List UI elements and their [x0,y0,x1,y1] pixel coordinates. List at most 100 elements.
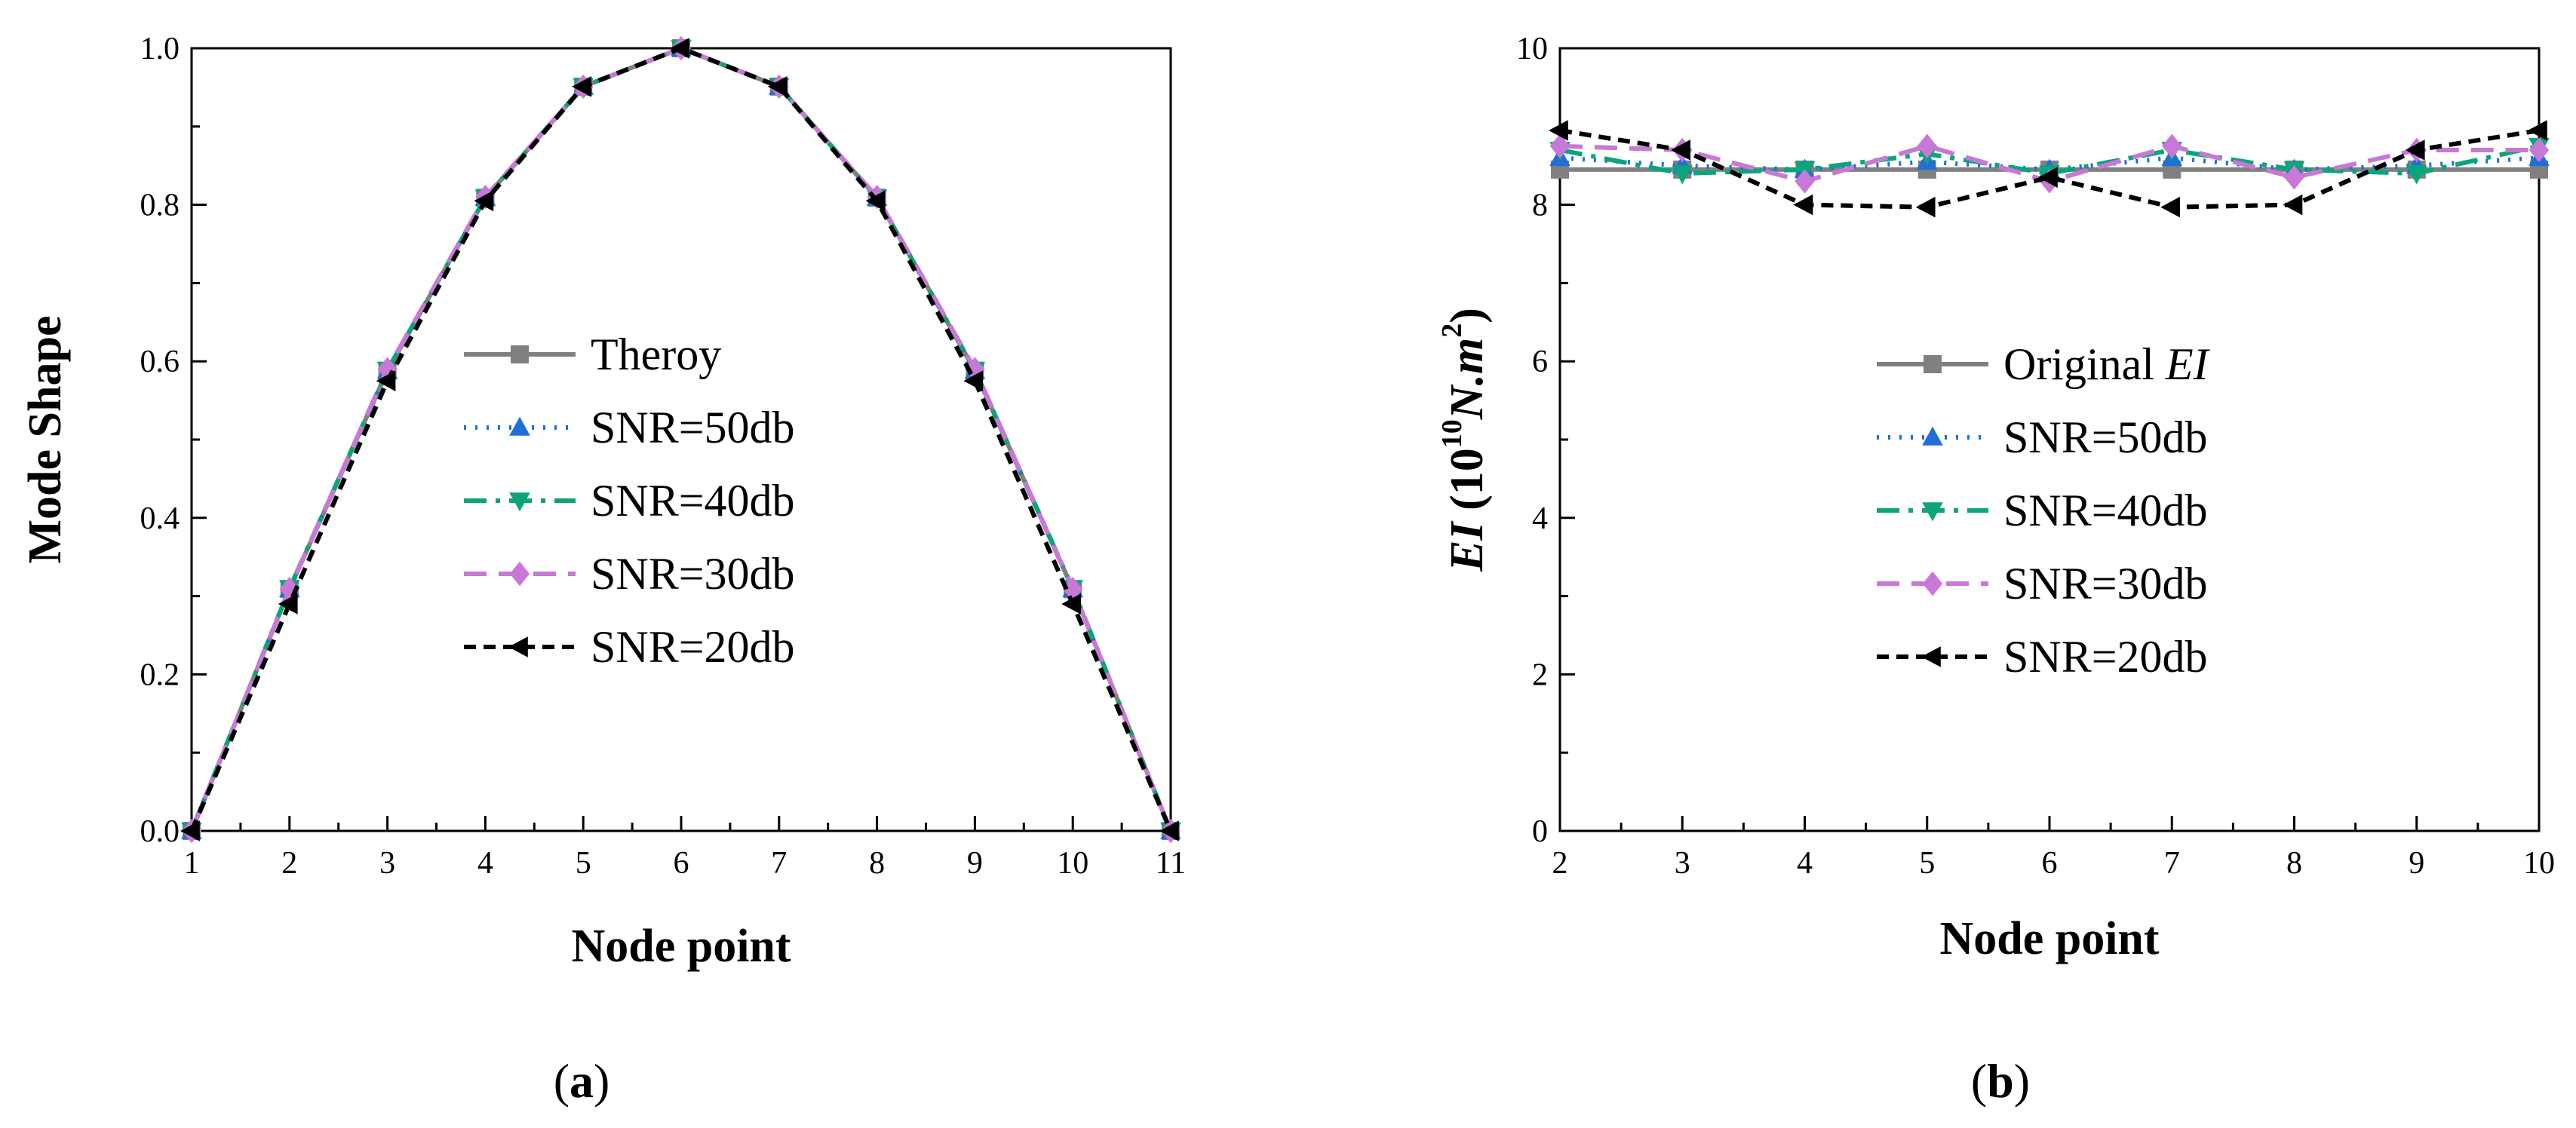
panel-a-series-snr-20db-point [865,190,886,212]
panel-b-x-tick-label: 6 [2042,846,2058,881]
panel-b-x-tick-label: 4 [1797,846,1813,881]
panel-b-y-tick-label: 2 [1532,657,1548,692]
panel-b-series-snr-30db-point [2528,137,2550,163]
panel-b-series [1549,120,2550,218]
panel-b-y-label-exp2: 2 [1436,323,1468,338]
panel-a-y-tick-label: 0.0 [140,814,180,849]
panel-a-x-tick-label: 5 [576,846,591,881]
panel-a-legend-snr-30db-marker [509,561,530,587]
panel-b-x-axis-label: Node point [1939,913,2159,964]
panel-b-y-label-base: (10 [1442,448,1493,510]
panel-b-legend-snr-20db-text: SNR=20db [2003,632,2208,682]
panel-a-legend-snr-20db-label: SNR=20db [591,622,795,672]
panel-a-ticks: 1 2 3 4 5 6 7 8 9 10 11 0.0 0.2 0.4 0.6 0.8 1.0 [140,32,1187,881]
panel-b-y-tick-label: 0 [1532,814,1548,849]
panel-a-y-tick-label: 1.0 [140,32,180,66]
panel-b-legend-original-marker [1924,355,1942,373]
panel-a-legend-snr-20db-marker [508,636,528,657]
panel-a-x-axis-label: Node point [571,921,791,972]
panel-b-legend-snr-20db-marker [1921,646,1941,667]
panel-a-legend-theroy-text: Theroy [591,330,721,379]
panel-b-y-label-close: ) [1442,308,1493,323]
panel-a-series-snr-20db-point [963,370,984,391]
panel-b-series-snr-30db-point [2284,165,2304,190]
panel-a-series-snr-20db-point [572,76,591,97]
panel-a-series [180,35,1181,844]
panel-a-legend-theroy-marker [511,345,529,363]
panel-a-series-snr-20db-point [474,190,494,212]
panel-a: 1 2 3 4 5 6 7 8 9 10 11 0.0 0.2 0.4 0.6 0.8 1.0 Theroy SN… [20,32,1186,1108]
panel-a-y-tick-label: 0.6 [140,345,180,379]
panel-a-y-tick-label: 0.4 [140,501,180,536]
panel-a-y-tick-label: 0.2 [140,657,180,692]
panel-a-legend-snr-50db-marker [509,416,530,436]
panel-b-legend-snr-40db-label: SNR=40db [2003,486,2208,535]
panel-a-legend-snr-50db-text: SNR=50db [591,403,795,452]
panel-a-legend-snr-30db-label: SNR=30db [591,549,795,599]
panel-b-x-tick-label: 2 [1552,846,1568,881]
panel-b-x-tick-label: 3 [1675,846,1690,881]
panel-a-x-tick-label: 3 [379,846,395,881]
panel-b-legend-original-label: Original EI [2003,339,2211,389]
panel-b-legend-snr-50db-label: SNR=50db [2003,412,2208,462]
panel-b-series-snr-20db-point [2528,120,2547,141]
panel-a-legend-snr-50db-label: SNR=50db [591,403,795,452]
panel-b-x-tick-label: 5 [1919,846,1935,881]
panel-a-x-tick-label: 1 [184,846,200,881]
panel-b-x-tick-label: 8 [2286,846,2302,881]
panel-b-legend-original-italic-text: EI [2165,339,2211,389]
panel-b-series-snr-30db-point [1917,133,1937,158]
panel-a-x-tick-label: 8 [869,846,885,881]
panel-a-series-snr-20db-point [180,820,200,841]
panel-b-y-tick-label: 4 [1532,501,1548,536]
panel-b-series-snr-20db-point [2160,196,2181,218]
panel-a-legend-snr-40db-marker [509,492,530,512]
panel-a-series-snr-30db-point [377,357,398,382]
panel-b-series-snr-20db-line [1559,128,2540,210]
panel-b-series-snr-30db-point [1549,133,1570,158]
panel-b-series-snr-20db-point [1671,139,1691,161]
panel-a-x-tick-label: 2 [281,846,297,881]
panel-a-legend-snr-20db-text: SNR=20db [591,622,795,672]
panel-a-x-tick-label: 4 [477,846,493,881]
panel-b-legend-snr-50db-marker [1922,426,1943,446]
panel-b-legend-snr-40db-text: SNR=40db [2003,486,2208,535]
panel-b-x-tick-label: 10 [2523,846,2555,881]
panel-a-legend-snr-30db-text: SNR=30db [591,549,795,599]
panel-b-legend-snr-30db-text: SNR=30db [2003,559,2208,608]
panel-a-x-tick-label: 6 [674,846,689,881]
panel-b-series-snr-30db-point [1795,169,1815,194]
panel-b-series-snr-40db-point [2406,165,2427,185]
panel-b-series-snr-40db-point [1672,165,1693,185]
panel-a-series-snr-20db-point [1061,593,1081,615]
panel-b-series-snr-20db-point [2038,167,2058,189]
panel-b-series-snr-40db-line [1559,143,2540,176]
panel-b-series-snr-20db-point [2283,194,2303,216]
panel-a-x-tick-label: 7 [771,846,787,881]
panel-b-y-tick-label: 8 [1532,189,1548,223]
panel-a-series-snr-20db-point [767,76,788,97]
panel-b-y-tick-label: 10 [1516,32,1548,66]
panel-b-x-tick-label: 9 [2409,846,2424,881]
panel-a-series-snr-20db-point [670,38,689,59]
panel-a-label: (a) [554,1054,610,1108]
panel-b-y-label-exp1: 10 [1436,419,1468,448]
panel-a-x-tick-label: 10 [1057,846,1088,881]
panel-a-series-snr-20db-point [278,593,298,615]
panel-b-legend-snr-50db-text: SNR=50db [2003,412,2208,462]
panel-a-legend-snr-40db-text: SNR=40db [591,476,795,526]
panel-b-series-snr-30db-point [2162,133,2182,158]
panel-a-series-snr-20db-point [1159,820,1179,841]
panel-a-y-axis-label: Mode Shape [20,316,71,564]
panel-a-series-snr-30db-point [279,577,299,602]
panel-a-legend-snr-40db-label: SNR=40db [591,476,795,526]
panel-b-y-tick-label: 6 [1532,345,1548,379]
panel-a-y-tick-label: 0.8 [140,189,180,223]
panel-b-label: (b) [1971,1054,2030,1108]
panel-b-legend-snr-40db-marker [1922,502,1943,522]
panel-a-x-tick-label: 9 [967,846,983,881]
panel-b-series-snr-20db-point [1793,194,1813,216]
